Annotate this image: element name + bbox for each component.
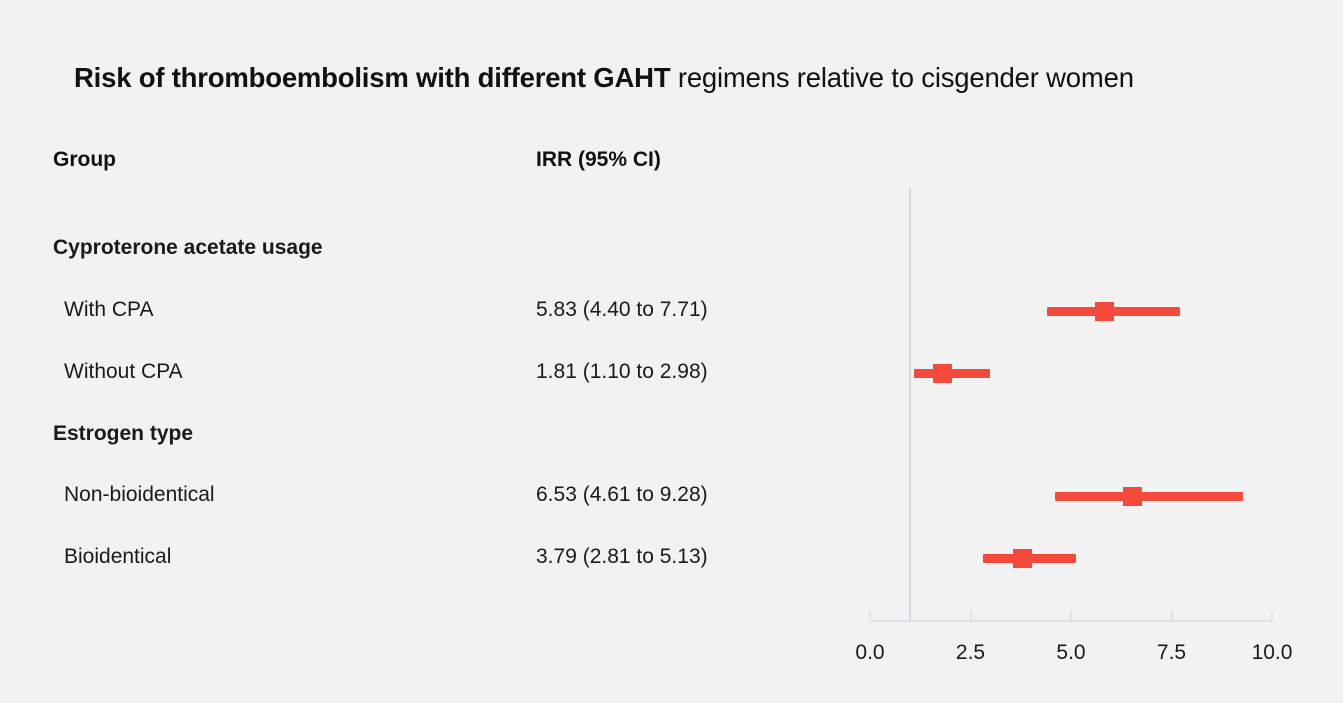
x-axis-tick-label: 0.0 <box>855 641 885 664</box>
point-estimate-marker <box>1123 486 1142 506</box>
x-axis-line <box>870 620 1272 622</box>
row-label: Bioidentical <box>64 545 172 568</box>
reference-line <box>909 188 912 620</box>
confidence-interval-bar <box>914 368 990 378</box>
page-title: Risk of thromboembolism with different G… <box>74 62 1134 94</box>
column-header-estimate: IRR (95% CI) <box>536 148 661 171</box>
x-axis-tick-label: 2.5 <box>955 641 986 664</box>
point-estimate-marker <box>933 363 953 383</box>
column-header-group: Group <box>53 148 116 171</box>
page-title-emphasis: Risk of thromboembolism with different G… <box>74 62 671 93</box>
row-estimate-value: 3.79 (2.81 to 5.13) <box>536 545 708 568</box>
row-estimate-value: 1.81 (1.10 to 2.98) <box>536 360 708 383</box>
point-estimate-marker <box>1012 548 1032 568</box>
group-section-label: Estrogen type <box>53 422 194 445</box>
x-axis-tick <box>869 611 871 620</box>
row-label: Non-bioidentical <box>64 483 215 506</box>
x-axis-tick-label: 5.0 <box>1056 641 1086 664</box>
point-estimate-marker <box>1094 301 1114 321</box>
x-axis-tick <box>969 611 972 620</box>
x-axis-tick-label: 7.5 <box>1156 641 1187 664</box>
row-label: With CPA <box>64 298 154 321</box>
group-section-label: Cyproterone acetate usage <box>53 236 323 259</box>
x-axis-tick <box>1170 611 1173 620</box>
confidence-interval-bar <box>1055 491 1244 501</box>
page-title-remainder: regimens relative to cisgender women <box>670 62 1134 93</box>
row-estimate-value: 6.53 (4.61 to 9.28) <box>536 483 708 506</box>
row-estimate-value: 5.83 (4.40 to 7.71) <box>536 298 708 321</box>
x-axis-tick <box>1271 611 1273 620</box>
confidence-interval-bar <box>982 553 1077 563</box>
row-label: Without CPA <box>64 360 183 383</box>
confidence-interval-bar <box>1046 306 1180 316</box>
x-axis-tick <box>1070 611 1072 620</box>
x-axis-tick-label: 10.0 <box>1251 641 1293 664</box>
